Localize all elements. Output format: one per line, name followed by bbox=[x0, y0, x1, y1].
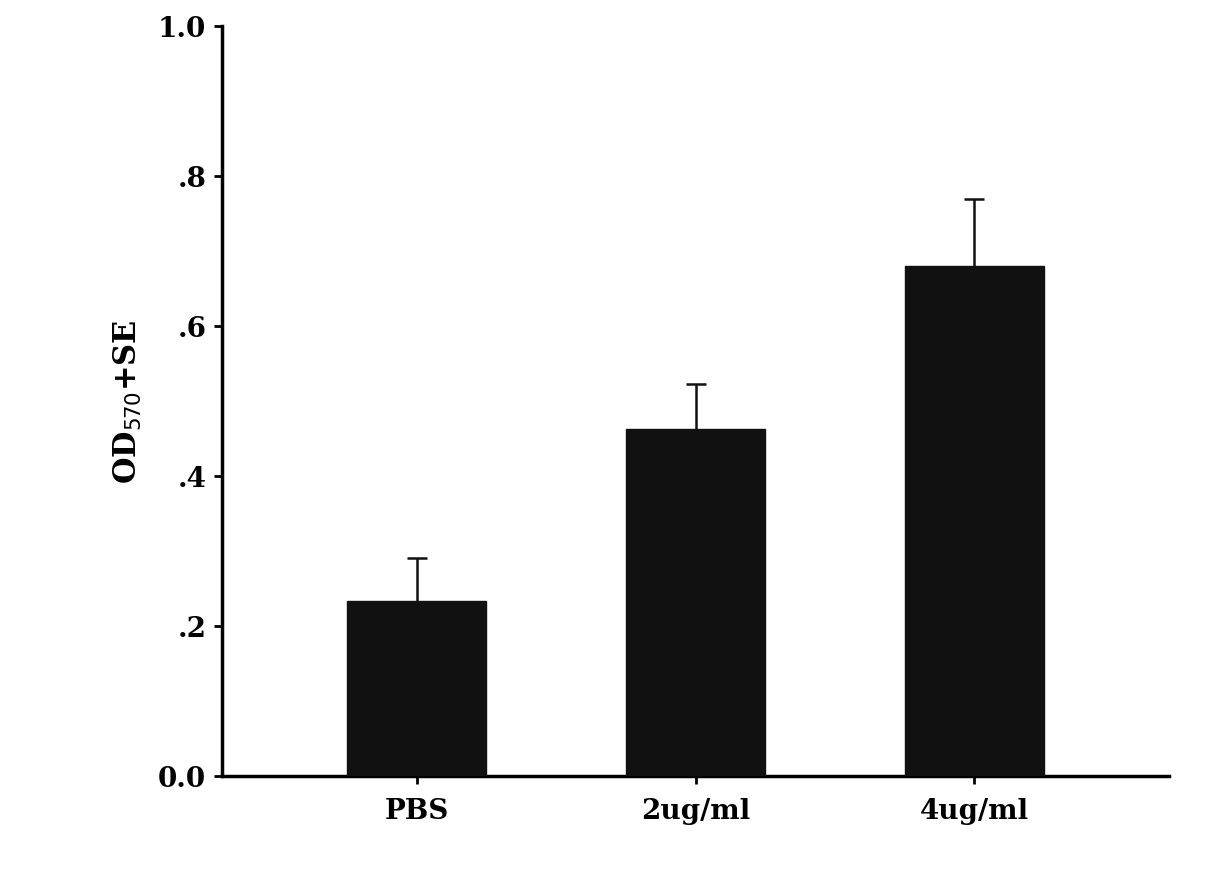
Bar bbox=[905, 266, 1044, 776]
Bar bbox=[347, 602, 486, 776]
Bar bbox=[625, 429, 766, 776]
Y-axis label: OD$_{570}$+SE: OD$_{570}$+SE bbox=[112, 319, 144, 483]
